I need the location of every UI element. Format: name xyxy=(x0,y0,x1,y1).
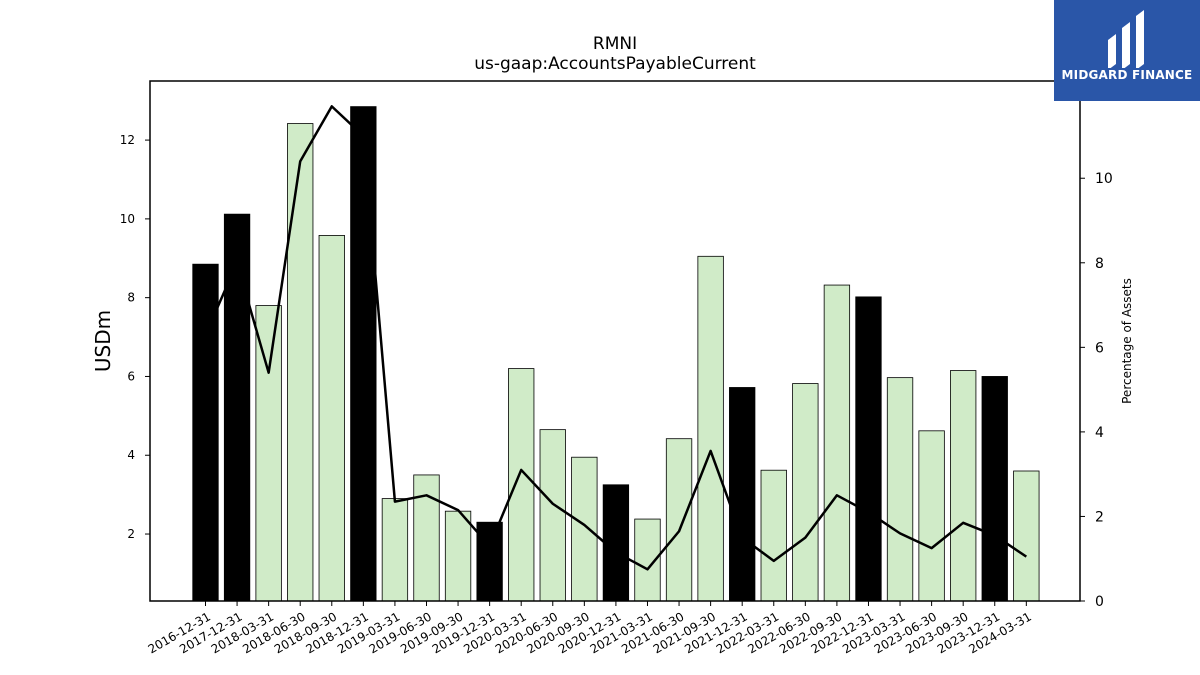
chart-subtitle: us-gaap:AccountsPayableCurrent xyxy=(474,54,756,74)
plot-frame xyxy=(149,80,1081,602)
bar-2020-09-30 xyxy=(571,456,598,602)
bar-2021-12-31 xyxy=(729,387,756,602)
bar-2019-09-30 xyxy=(444,510,472,602)
bar-2019-06-30 xyxy=(413,474,440,602)
percentage-line xyxy=(204,105,1028,571)
y-tick-label: 10 xyxy=(120,212,135,226)
midgard-finance-logo: MIDGARD FINANCE xyxy=(1054,0,1200,101)
y-tick-label: 12 xyxy=(120,133,135,147)
right-axis-ticks: 0 2 4 6 8 10 xyxy=(1080,171,1113,610)
bar-2022-09-30 xyxy=(823,284,851,602)
y2-tick-label: 6 xyxy=(1095,340,1104,356)
bar-2016-12-31 xyxy=(192,263,219,602)
bar-2022-03-31 xyxy=(760,469,787,602)
bar-2021-09-30 xyxy=(697,255,724,602)
y2-tick-label: 2 xyxy=(1095,509,1104,525)
bar-2023-09-30 xyxy=(950,370,977,602)
bar-2023-06-30 xyxy=(918,430,945,602)
y2-tick-label: 0 xyxy=(1095,594,1104,610)
y2-tick-label: 10 xyxy=(1095,171,1113,187)
logo-text: MIDGARD FINANCE xyxy=(1061,68,1193,82)
y-tick-label: 2 xyxy=(127,527,135,541)
bar-2018-09-30 xyxy=(318,235,345,602)
bar-2020-12-31 xyxy=(602,484,630,602)
bar-2018-03-31 xyxy=(255,305,282,602)
y-tick-label: 8 xyxy=(127,291,135,305)
bar-2020-06-30 xyxy=(539,429,566,602)
bar-2022-12-31 xyxy=(855,296,882,602)
bar-2023-03-31 xyxy=(886,377,914,602)
midgard-logo-icon xyxy=(1108,10,1144,68)
bar-2019-03-31 xyxy=(381,498,409,602)
chart-title: RMNI xyxy=(593,34,637,54)
bar-2021-06-30 xyxy=(665,438,693,602)
bar-2018-06-30 xyxy=(287,123,314,602)
y-tick-label: 4 xyxy=(127,448,135,462)
bar-series xyxy=(192,106,1040,602)
bar-2020-03-31 xyxy=(508,368,535,602)
y2-tick-label: 8 xyxy=(1095,256,1104,272)
x-axis-ticks: 2016-12-312017-12-312018-03-312018-06-30… xyxy=(146,601,1034,656)
y-tick-label: 6 xyxy=(127,369,135,383)
bar-2024-03-31 xyxy=(1013,470,1040,602)
bar-2023-12-31 xyxy=(981,376,1008,602)
left-axis-ticks: 2 4 6 8 10 12 xyxy=(120,133,150,541)
bar-2018-12-31 xyxy=(350,106,377,602)
y-axis-label: USDm xyxy=(91,310,115,372)
bar-2017-12-31 xyxy=(223,213,251,602)
y2-axis-label: Percentage of Assets xyxy=(1120,278,1134,404)
y2-tick-label: 4 xyxy=(1095,425,1104,441)
bar-2022-06-30 xyxy=(792,383,819,602)
